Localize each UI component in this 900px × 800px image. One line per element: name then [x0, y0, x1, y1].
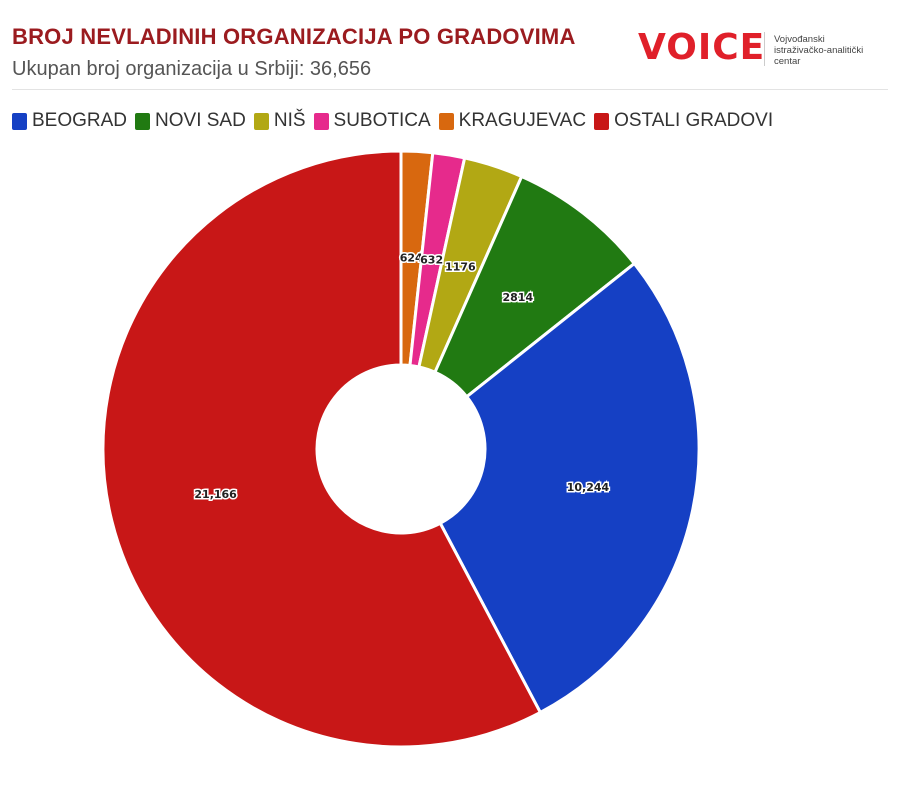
voice-logo: VOICE Vojvođanski istraživačko-analitičk…	[638, 28, 870, 74]
chart-title: BROJ NEVLADINIH ORGANIZACIJA PO GRADOVIM…	[12, 24, 576, 49]
slice-ostali-gradovi[interactable]	[101, 149, 542, 749]
slice-beograd[interactable]	[438, 262, 701, 714]
logo-wordmark: VOICE	[638, 27, 766, 68]
legend-label: NOVI SAD	[155, 110, 246, 131]
legend-label: NIŠ	[273, 110, 306, 131]
logo-tagline-line1: Vojvođanski	[774, 34, 825, 45]
legend-item-nis[interactable]: NIŠ	[253, 110, 306, 132]
legend-label: BEOGRAD	[32, 110, 128, 131]
legend-label: OSTALI GRADOVI	[614, 110, 774, 131]
legend-swatch	[135, 112, 151, 130]
chart-subtitle: Ukupan broj organizacija u Srbiji: 36,65…	[12, 58, 372, 80]
legend-label: KRAGUJEVAC	[458, 110, 587, 131]
data-label-nis: 1176	[445, 260, 476, 273]
legend-item-kragujevac[interactable]: KRAGUJEVAC	[438, 110, 587, 132]
legend-swatch	[12, 112, 27, 130]
legend-swatch	[253, 112, 269, 130]
legend-item-subotica[interactable]: SUBOTICA	[313, 110, 431, 132]
logo-separator	[764, 32, 765, 66]
data-label-kragujevac: 624	[400, 251, 423, 264]
data-label-ostali-gradovi: 21,166	[194, 488, 237, 501]
data-label-subotica: 632	[420, 253, 443, 266]
legend-swatch	[438, 112, 454, 130]
legend-swatch	[313, 112, 329, 130]
legend-item-novi-sad[interactable]: NOVI SAD	[135, 110, 246, 132]
legend-label: SUBOTICA	[333, 110, 431, 131]
logo-tagline: Vojvođanski istraživačko-analitički cent…	[774, 34, 874, 67]
header-divider	[12, 89, 888, 90]
legend-item-beograd[interactable]: BEOGRAD	[12, 110, 127, 132]
chart-header: BROJ NEVLADINIH ORGANIZACIJA PO GRADOVIM…	[12, 22, 888, 92]
legend-swatch	[594, 112, 610, 130]
data-label-novi-sad: 2814	[502, 291, 533, 304]
chart-legend: BEOGRAD NOVI SAD NIŠ SUBOTICA KRAGUJEVAC OSTA…	[12, 110, 781, 132]
logo-tagline-line2: istraživačko-analitički	[774, 45, 864, 56]
legend-item-ostali-gradovi[interactable]: OSTALI GRADOVI	[594, 110, 773, 132]
data-label-beograd: 10,244	[567, 481, 610, 494]
logo-tagline-line3: centar	[774, 56, 801, 67]
